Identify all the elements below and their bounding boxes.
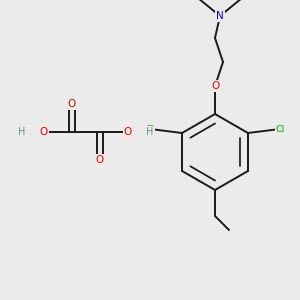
Text: O: O [68, 99, 76, 109]
Text: O: O [40, 127, 48, 137]
Text: Cl: Cl [146, 124, 155, 134]
Text: O: O [96, 155, 104, 165]
Text: O: O [211, 81, 219, 91]
Text: O: O [124, 127, 132, 137]
Text: H: H [146, 127, 154, 137]
Text: Cl: Cl [275, 124, 284, 134]
Text: N: N [216, 11, 224, 21]
Text: H: H [18, 127, 26, 137]
